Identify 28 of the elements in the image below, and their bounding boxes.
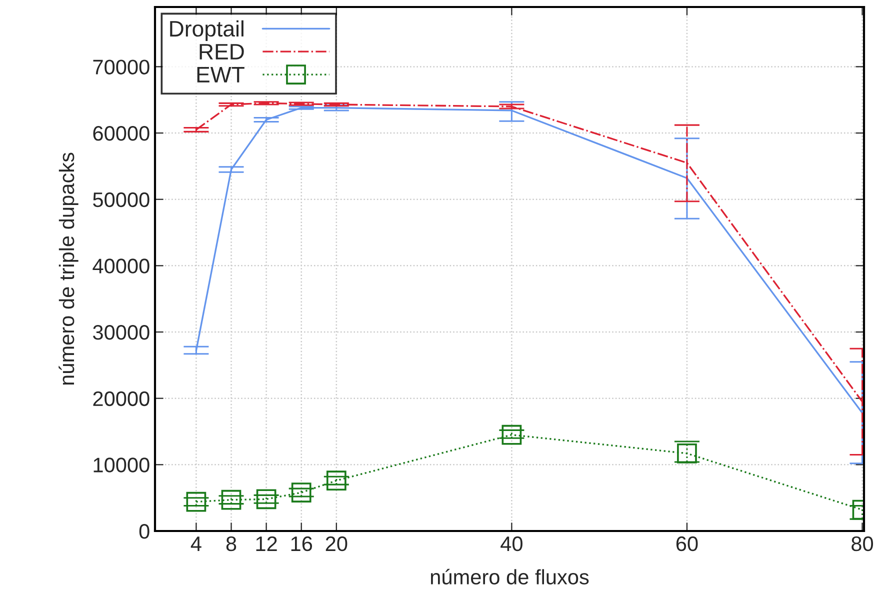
point <box>326 470 346 491</box>
x-axis-title: número de fluxos <box>430 568 589 584</box>
point <box>502 424 522 445</box>
x-tick-label: 20 <box>326 536 348 552</box>
x-tick-label: 16 <box>291 536 312 552</box>
y-axis-title: número de triple dupacks <box>58 152 78 385</box>
x-tick-label: 60 <box>676 536 698 552</box>
y-tick-label: 60000 <box>93 126 150 141</box>
point <box>291 482 312 502</box>
point <box>221 490 242 510</box>
legend-label: RED <box>200 44 244 60</box>
point <box>256 489 276 510</box>
x-tick-label: 12 <box>256 536 277 551</box>
point <box>186 492 206 512</box>
y-tick-label: 0 <box>139 524 150 539</box>
x-tick-label: 8 <box>226 536 236 552</box>
y-tick-label: 30000 <box>93 325 150 340</box>
legend-label: Droptail <box>170 20 244 42</box>
y-tick-label: 20000 <box>93 391 150 406</box>
x-tick-label: 4 <box>190 536 202 551</box>
x-tick-label: 80 <box>852 536 874 552</box>
point <box>677 443 697 464</box>
y-tick-label: 50000 <box>93 192 150 208</box>
x-tick-label: 40 <box>500 536 522 552</box>
y-tick-label: 40000 <box>92 258 150 274</box>
y-tick-label: 10000 <box>94 458 150 472</box>
y-tick-label: 70000 <box>93 60 150 74</box>
legend-label: EWT <box>197 67 244 82</box>
